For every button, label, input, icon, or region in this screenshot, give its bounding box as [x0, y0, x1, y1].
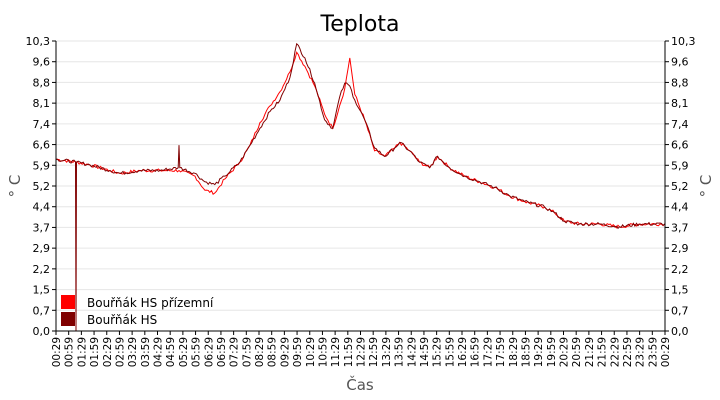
x-tick-label: 00:29: [660, 337, 672, 367]
x-tick-label: 14:59: [419, 337, 431, 367]
y-tick-label-right: 3,7: [671, 221, 689, 234]
series-line-1: [55, 42, 666, 332]
y-tick-label: 7,4: [33, 118, 51, 131]
x-tick-label: 07:29: [229, 337, 241, 367]
x-tick-label: 21:29: [584, 337, 596, 367]
x-tick-label: 12:59: [368, 337, 380, 367]
y-tick-label-right: 5,9: [671, 159, 689, 172]
x-tick-label: 09:29: [279, 337, 291, 367]
chart-title: Teplota: [320, 12, 400, 37]
x-tick-label: 11:29: [330, 337, 342, 367]
x-axis-label: Čas: [346, 375, 374, 394]
x-tick-label: 18:29: [508, 337, 520, 367]
x-tick-label: 11:59: [343, 337, 355, 367]
x-tick-label: 19:59: [546, 337, 558, 367]
x-tick-label: 20:29: [559, 337, 571, 367]
x-ticks: 00:29 00:59 01:29 01:59 02:29 02:59 03:29 03:59…: [51, 331, 672, 367]
x-tick-label: 13:29: [381, 337, 393, 367]
y-tick-label-right: 10,3: [671, 35, 696, 48]
y-tick-label: 8,1: [33, 97, 51, 110]
x-tick-label: 05:59: [191, 337, 203, 367]
x-tick-label: 08:59: [267, 337, 279, 367]
y-tick-label-right: 4,4: [671, 201, 689, 214]
x-tick-label: 01:29: [76, 337, 88, 367]
y-tick-label-right: 2,9: [671, 242, 689, 255]
x-tick-label: 02:29: [102, 337, 114, 367]
x-tick-label: 06:29: [203, 337, 215, 367]
legend-label-0: Bouřňák HS přízemní: [87, 296, 214, 310]
y-tick-label: 2,2: [33, 263, 51, 276]
x-tick-label: 10:29: [305, 337, 317, 367]
y-tick-label-right: 1,5: [671, 284, 689, 297]
x-tick-label: 05:29: [178, 337, 190, 367]
y-tick-label-right: 5,2: [671, 180, 689, 193]
series-line-0: [55, 51, 666, 229]
x-tick-label: 20:59: [571, 337, 583, 367]
y-tick-label: 5,2: [33, 180, 51, 193]
x-tick-label: 03:29: [127, 337, 139, 367]
y-tick-label: 9,6: [33, 56, 51, 69]
y-axis-label-left: ° C: [6, 175, 24, 198]
y-tick-label-right: 7,4: [671, 118, 689, 131]
y-tick-label: 0,7: [33, 304, 51, 317]
legend: Bouřňák HS přízemní Bouřňák HS: [61, 295, 214, 327]
y-tick-label: 6,6: [33, 139, 51, 152]
x-tick-label: 12:29: [356, 337, 368, 367]
y-tick-label: 1,5: [33, 284, 51, 297]
legend-label-1: Bouřňák HS: [87, 313, 157, 327]
legend-swatch-0: [61, 295, 75, 309]
y-tick-label-right: 8,1: [671, 97, 689, 110]
y-tick-label: 10,3: [26, 35, 51, 48]
x-tick-label: 13:59: [394, 337, 406, 367]
x-tick-label: 22:59: [622, 337, 634, 367]
x-tick-label: 23:59: [647, 337, 659, 367]
y-tick-label-right: 9,6: [671, 56, 689, 69]
y-tick-label: 0,0: [33, 325, 51, 338]
y-tick-label: 8,8: [33, 76, 51, 89]
x-tick-label: 10:59: [317, 337, 329, 367]
x-tick-label: 18:59: [520, 337, 532, 367]
x-tick-label: 00:59: [64, 337, 76, 367]
x-tick-label: 07:59: [241, 337, 253, 367]
series-lines: [55, 42, 666, 332]
y-tick-label: 3,7: [33, 221, 51, 234]
y-tick-label-right: 8,8: [671, 76, 689, 89]
x-tick-label: 15:29: [432, 337, 444, 367]
x-tick-label: 21:59: [597, 337, 609, 367]
x-tick-label: 16:59: [470, 337, 482, 367]
x-tick-label: 04:29: [153, 337, 165, 367]
x-tick-label: 16:29: [457, 337, 469, 367]
y-axis-label-right: ° C: [697, 175, 715, 198]
x-tick-label: 17:29: [482, 337, 494, 367]
x-tick-label: 00:29: [51, 337, 63, 367]
y-tick-label: 4,4: [33, 201, 51, 214]
y-tick-label-right: 2,2: [671, 263, 689, 276]
y-tick-label-right: 0,7: [671, 304, 689, 317]
x-tick-label: 04:59: [165, 337, 177, 367]
legend-swatch-1: [61, 312, 75, 326]
gridlines: [56, 40, 665, 311]
x-tick-label: 02:59: [114, 337, 126, 367]
x-tick-label: 09:59: [292, 337, 304, 367]
y-tick-label: 5,9: [33, 159, 51, 172]
y-ticks: 0,0 0,0 0,7 0,7 1,5 1,5 2,2 2,2 2,9 2,9 3,7 3,7 4,4 4…: [26, 35, 696, 338]
y-tick-label-right: 6,6: [671, 139, 689, 152]
x-tick-label: 03:59: [140, 337, 152, 367]
y-tick-label-right: 0,0: [671, 325, 689, 338]
x-tick-label: 19:29: [533, 337, 545, 367]
x-tick-label: 22:29: [609, 337, 621, 367]
x-tick-label: 08:29: [254, 337, 266, 367]
x-tick-label: 01:59: [89, 337, 101, 367]
x-tick-label: 06:59: [216, 337, 228, 367]
x-tick-label: 23:29: [635, 337, 647, 367]
x-tick-label: 17:59: [495, 337, 507, 367]
x-tick-label: 14:29: [406, 337, 418, 367]
x-tick-label: 15:59: [444, 337, 456, 367]
y-tick-label: 2,9: [33, 242, 51, 255]
